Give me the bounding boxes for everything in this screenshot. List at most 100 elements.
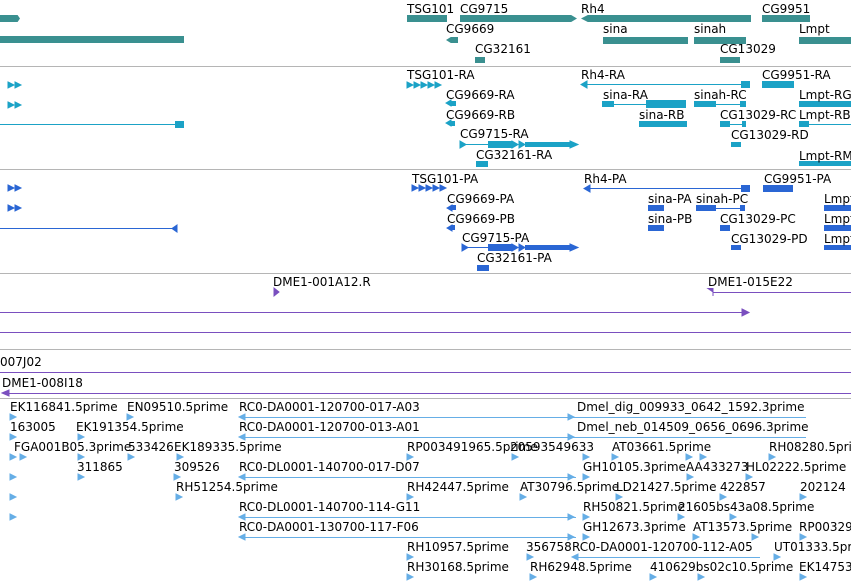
clone-label[interactable]: DME1-015E22	[708, 275, 793, 289]
est-label[interactable]: 202124	[800, 480, 846, 494]
transcript-label[interactable]: sina-RB	[639, 108, 685, 122]
gene-label[interactable]: Lmpt	[799, 22, 830, 36]
transcript-label[interactable]: CG9669-RB	[446, 108, 516, 122]
est-track[interactable]: EK116841.5prime EN09510.5prime RC0-DA000…	[0, 399, 851, 582]
transcript-label[interactable]: Lmpt-RM	[799, 149, 851, 163]
protein-label[interactable]: CG13029-PC	[720, 212, 796, 226]
est-label[interactable]: HL02222.5prime	[746, 460, 847, 474]
est-label[interactable]: RH62948.5prime	[530, 560, 632, 574]
est-label[interactable]: GH12673.3prime	[583, 520, 686, 534]
est-label[interactable]: AT13573.5prime	[693, 520, 793, 534]
transcript-label[interactable]: CG13029-RC	[720, 108, 797, 122]
protein-label[interactable]: CG9669-PB	[447, 212, 516, 226]
est-label[interactable]: EK189335.5prime	[174, 440, 282, 454]
est-label[interactable]: RH30168.5prime	[407, 560, 509, 574]
gene-track[interactable]: TSG101 CG9715 Rh4 CG9951 CG9669 sina sin…	[0, 0, 851, 67]
gene-label[interactable]: CG9669	[446, 22, 495, 36]
est-label[interactable]: RP003491965.5prime	[407, 440, 538, 454]
protein-label[interactable]: sinah-PC	[696, 192, 749, 206]
gene-label[interactable]: CG13029	[720, 42, 776, 56]
est-label[interactable]: 309526	[174, 460, 220, 474]
est-label[interactable]: RC0-DL0001-140700-017-D07	[239, 460, 420, 474]
est-label[interactable]: EK116841.5prime	[10, 400, 118, 414]
est-label[interactable]: RC0-DL0001-140700-114-G11	[239, 500, 421, 514]
protein-label[interactable]: Lmpt	[824, 192, 851, 206]
est-label[interactable]: RC0-DA0001-130700-117-F06	[239, 520, 419, 534]
protein-label[interactable]: Lmpt	[824, 232, 851, 246]
est-label[interactable]: FGA001B05.3prime	[14, 440, 132, 454]
transcript-label[interactable]: CG32161-RA	[476, 148, 553, 162]
gene-feature[interactable]	[0, 36, 184, 43]
protein-label[interactable]: sina-PB	[648, 212, 693, 226]
gene-label[interactable]: CG32161	[475, 42, 531, 56]
transcript-label[interactable]: sinah-RC	[694, 88, 747, 102]
est-label[interactable]: 20593549633	[510, 440, 594, 454]
est-label[interactable]: GH10105.3prime	[583, 460, 686, 474]
gene-feature[interactable]	[407, 15, 447, 22]
gene-feature[interactable]	[446, 37, 458, 43]
transcript-label[interactable]: Lmpt-RB	[799, 108, 851, 122]
clone-track[interactable]: DME1-001A12.R DME1-015E22	[0, 274, 851, 350]
gene-feature[interactable]	[799, 37, 851, 44]
est-label[interactable]: RH42447.5prime	[407, 480, 509, 494]
gene-feature[interactable]	[720, 57, 740, 63]
protein-track[interactable]: TSG101-PA Rh4-PA CG9951-PA CG9669-PA sin…	[0, 170, 851, 274]
clone-label[interactable]: DME1-001A12.R	[273, 275, 371, 289]
gene-feature[interactable]	[460, 15, 577, 22]
est-label[interactable]: Dmel_dig_009933_0642_1592.3prime	[577, 400, 805, 414]
est-label[interactable]: UT01333.5prime	[774, 540, 851, 554]
protein-label[interactable]: CG9951-PA	[764, 172, 832, 186]
protein-label[interactable]: Lmpt	[824, 212, 851, 226]
est-label[interactable]: RC0-DA0001-120700-112-A05	[572, 540, 753, 554]
est-label[interactable]: 533426	[128, 440, 174, 454]
protein-label[interactable]: CG13029-PD	[731, 232, 808, 246]
est-label[interactable]: 21605bs43a08.5prime	[678, 500, 815, 514]
est-label[interactable]: 410629bs02c10.5prime	[650, 560, 794, 574]
protein-label[interactable]: CG9715-PA	[462, 231, 530, 245]
gene-feature[interactable]	[475, 57, 485, 63]
protein-label[interactable]: Rh4-PA	[584, 172, 627, 186]
gene-feature[interactable]	[762, 15, 810, 22]
est-label[interactable]: RC0-DA0001-120700-013-A01	[239, 420, 420, 434]
est-label[interactable]: LD21427.5prime	[616, 480, 717, 494]
est-label[interactable]: AT03661.5prime	[612, 440, 712, 454]
transcript-label[interactable]: TSG101-RA	[407, 68, 475, 82]
gene-label[interactable]: sinah	[694, 22, 727, 36]
transcript-label[interactable]: Lmpt-RG	[799, 88, 851, 102]
est-label[interactable]: 163005	[10, 420, 56, 434]
bac-label[interactable]: 007J02	[0, 355, 42, 369]
gene-label[interactable]: sina	[603, 22, 628, 36]
transcript-label[interactable]: CG9715-RA	[460, 127, 529, 141]
gene-feature[interactable]	[694, 37, 746, 44]
est-label[interactable]: Dmel_neb_014509_0656_0696.3prime	[577, 420, 809, 434]
gene-label[interactable]: TSG101	[407, 2, 455, 16]
est-label[interactable]: EK191354.5prime	[76, 420, 184, 434]
gene-feature[interactable]	[581, 15, 751, 22]
est-label[interactable]: RH51254.5prime	[176, 480, 278, 494]
est-label[interactable]: 311865	[77, 460, 123, 474]
gene-label[interactable]: CG9715	[460, 2, 509, 16]
protein-label[interactable]: CG9669-PA	[447, 192, 515, 206]
transcript-track[interactable]: TSG101-RA Rh4-RA CG9951-RA CG9669-RA sin…	[0, 67, 851, 170]
est-label[interactable]: EK14753	[799, 560, 851, 574]
transcript-label[interactable]: CG9951-RA	[762, 68, 831, 82]
bac-track[interactable]: 007J02 DME1-008I18	[0, 350, 851, 399]
est-label[interactable]: 422857	[720, 480, 766, 494]
est-label[interactable]: RH10957.5prime	[407, 540, 509, 554]
transcript-label[interactable]: sina-RA	[603, 88, 648, 102]
gene-label[interactable]: Rh4	[581, 2, 605, 16]
est-label[interactable]: RC0-DA0001-120700-017-A03	[239, 400, 420, 414]
est-label[interactable]: EN09510.5prime	[127, 400, 229, 414]
transcript-label[interactable]: CG9669-RA	[446, 88, 515, 102]
est-label[interactable]: RH50821.5prime	[583, 500, 685, 514]
transcript-label[interactable]: Rh4-RA	[581, 68, 625, 82]
est-label[interactable]: 356758	[526, 540, 572, 554]
protein-label[interactable]: CG32161-PA	[477, 251, 552, 265]
gene-label[interactable]: CG9951	[762, 2, 811, 16]
est-label[interactable]: AT30796.5prime	[520, 480, 620, 494]
gene-feature[interactable]	[0, 15, 20, 22]
bac-label[interactable]: DME1-008I18	[2, 376, 83, 390]
protein-label[interactable]: TSG101-PA	[412, 172, 479, 186]
est-label[interactable]: AA433273	[686, 460, 749, 474]
gene-feature[interactable]	[603, 37, 688, 44]
